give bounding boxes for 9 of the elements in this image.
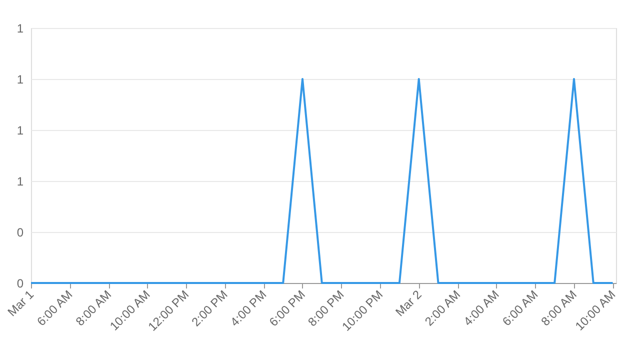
y-tick-label: 0: [16, 226, 24, 240]
y-tick-label: 1: [16, 174, 24, 188]
y-tick-label: 1: [16, 72, 24, 86]
y-tick-label: 1: [16, 124, 24, 138]
y-tick-label: 1: [16, 22, 24, 36]
x-tick-label: 6:00 AM: [500, 288, 541, 329]
x-tick-label: 4:00 AM: [460, 288, 502, 329]
x-tick-label: Mar 2: [392, 287, 425, 320]
x-tick-label: 6:00 AM: [34, 288, 76, 329]
